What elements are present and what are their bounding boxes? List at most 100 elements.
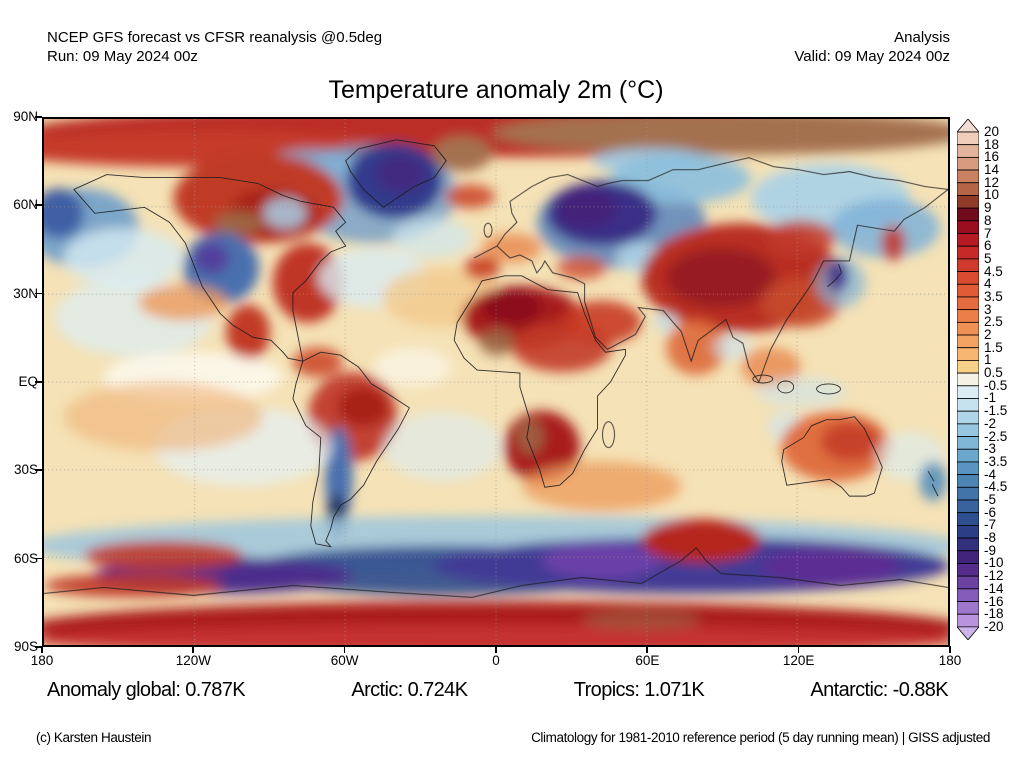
anomaly-map (42, 117, 950, 647)
colorbar-label--16: -16 (984, 593, 1004, 609)
colorbar-label--0.5: -0.5 (984, 377, 1008, 393)
y-tick-label-EQ: EQ (18, 374, 38, 389)
feature-south-africa-brown (515, 418, 544, 455)
colorbar-cell-4 (956, 182, 980, 196)
coastlines (44, 139, 948, 598)
coast-greenland (345, 139, 447, 208)
colorbar-label--9: -9 (984, 542, 997, 558)
y-tick-mark (35, 116, 42, 118)
x-tick-mark (41, 646, 43, 653)
run-time-label: Run: 09 May 2024 00z (47, 48, 198, 65)
colorbar-cell-12 (956, 283, 980, 298)
feature-equatorial-atlantic-white (372, 347, 453, 387)
anomaly-stat-3: Antarctic: -0.88K (810, 679, 948, 701)
feature-alaska-cool-core (44, 188, 84, 239)
feature-north-atlantic-cool-2 (392, 218, 473, 258)
colorbar-cell-22 (956, 410, 980, 425)
y-tick-label-60N: 60N (13, 197, 38, 213)
colorbar-label--4: -4 (984, 466, 997, 482)
colorbar-label--14: -14 (984, 580, 1004, 596)
valid-info: Analysis Valid: 09 May 2024 00z (794, 28, 950, 66)
anomaly-stats-row: Anomaly global: 0.787K Arctic: 0.724K Trop… (47, 679, 949, 702)
colorbar-cell-37 (956, 601, 980, 615)
feature-arabia-warm (561, 300, 642, 345)
colorbar-cell-15 (956, 321, 980, 336)
feature-europe-warm-band (482, 233, 542, 263)
coast-eurasia-east-south (496, 189, 948, 383)
coast-new-zealand (927, 471, 939, 497)
colorbar-cell-6 (956, 207, 980, 222)
colorbar-label--6: -6 (984, 504, 997, 520)
anomaly-stat-0: Anomaly global: 0.787K (47, 679, 246, 701)
feature-greenland-cold-purple (375, 153, 426, 194)
feature-west-us-cold-core (193, 242, 230, 274)
coast-north-america (73, 174, 347, 362)
colorbar-cell-38 (956, 613, 980, 628)
feature-antarctica-brown-patch (581, 610, 702, 631)
x-tick-label-120W-1: 120W (175, 653, 211, 668)
colorbar-label--18: -18 (984, 606, 1004, 622)
colorbar-label--3.5: -3.5 (984, 453, 1008, 469)
colorbar-cell-23 (956, 423, 980, 437)
colorbar-label-14: 14 (984, 162, 1000, 178)
feature-pakistan-cool (654, 312, 679, 333)
colorbar-label-18: 18 (984, 136, 1000, 152)
y-tick-mark (35, 646, 42, 648)
colorbar-label-12: 12 (984, 174, 1000, 190)
credit-label: (c) Karsten Haustein (36, 730, 152, 745)
colorbar-cell-7 (956, 220, 980, 234)
colorbar-label-6: 6 (984, 238, 992, 254)
colorbar-cell-26 (956, 461, 980, 476)
x-tick-label-60W-2: 60W (330, 653, 359, 668)
colorbar (956, 118, 980, 645)
feature-new-zealand-cold (919, 461, 948, 502)
colorbar-label-1.5: 1.5 (984, 339, 1003, 355)
colorbar-cell-1 (956, 144, 980, 158)
colorbar-label-10: 10 (984, 187, 1000, 203)
x-tick-mark (949, 646, 951, 653)
feature-south-atlantic-cool (382, 411, 502, 482)
colorbar-label--4.5: -4.5 (984, 479, 1008, 495)
run-info: NCEP GFS forecast vs CFSR reanalysis @0.… (47, 28, 382, 66)
colorbar-cell-33 (956, 550, 980, 564)
colorbar-cell-30 (956, 512, 980, 526)
colorbar-label--10: -10 (984, 555, 1004, 571)
colorbar-label-4: 4 (984, 276, 992, 292)
colorbar-cell-32 (956, 537, 980, 552)
colorbar-cell-5 (956, 195, 980, 209)
x-tick-label-0-3: 0 (492, 653, 500, 668)
coast-south-america (292, 351, 410, 548)
coast-uk (483, 222, 493, 238)
colorbar-label-7: 7 (984, 225, 992, 241)
page-title: Temperature anomaly 2m (°C) (328, 76, 664, 104)
coast-sumatra (752, 374, 774, 384)
feature-south-america-warm-core (337, 386, 388, 427)
x-tick-mark (343, 646, 346, 653)
colorbar-label--5: -5 (984, 492, 997, 507)
feature-ross-warm-band (44, 573, 224, 598)
y-tick-mark (35, 381, 42, 383)
x-tick-label-180-6: 180 (938, 653, 962, 668)
colorbar-cell-16 (956, 334, 980, 349)
colorbar-scale (956, 118, 980, 641)
anomaly-stat-1: Arctic: 0.724K (351, 679, 468, 701)
x-tick-label-60E-4: 60E (635, 653, 660, 668)
coast-japan (827, 263, 842, 288)
coast-africa (453, 275, 626, 488)
y-tick-label-60S: 60S (13, 550, 38, 566)
feature-central-asia-warm-core (666, 248, 776, 308)
colorbar-cell-3 (956, 169, 980, 184)
colorbar-under-arrow (956, 626, 980, 641)
x-tick-label-120E-5: 120E (782, 653, 815, 668)
feature-north-pacific-warm-swirl (138, 284, 229, 321)
coast-madagascar (602, 421, 615, 448)
y-tick-mark (35, 204, 42, 206)
colorbar-label-3: 3 (984, 301, 992, 317)
colorbar-label--3: -3 (984, 441, 997, 457)
feature-black-sea-warm (556, 255, 607, 280)
feature-mexico-warm (226, 304, 270, 361)
coast-new-guinea (816, 383, 841, 395)
feature-scandinavia-cold-purple (556, 188, 617, 229)
colorbar-label-16: 16 (984, 149, 1000, 165)
feature-antarctic-purple-core-1 (541, 542, 662, 579)
